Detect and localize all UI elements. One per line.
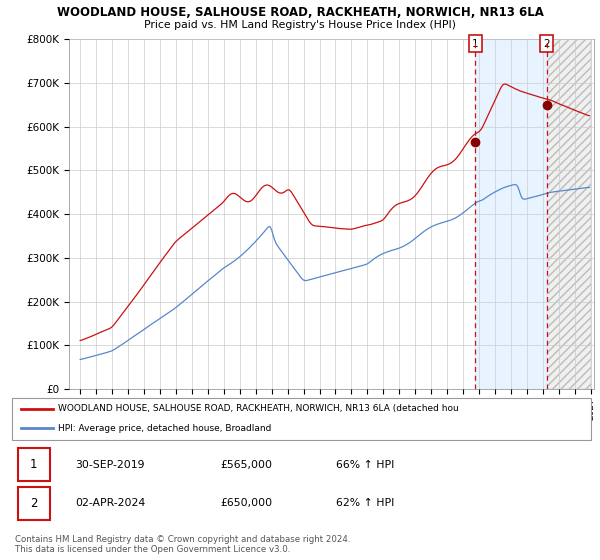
Text: 30-SEP-2019: 30-SEP-2019	[76, 460, 145, 470]
Bar	[475, 39, 547, 389]
Bar	[547, 39, 591, 389]
Text: 1: 1	[472, 39, 478, 49]
Text: WOODLAND HOUSE, SALHOUSE ROAD, RACKHEATH, NORWICH, NR13 6LA (detached hou: WOODLAND HOUSE, SALHOUSE ROAD, RACKHEATH…	[58, 404, 459, 413]
Text: 62% ↑ HPI: 62% ↑ HPI	[336, 498, 395, 508]
Text: WOODLAND HOUSE, SALHOUSE ROAD, RACKHEATH, NORWICH, NR13 6LA: WOODLAND HOUSE, SALHOUSE ROAD, RACKHEATH…	[56, 6, 544, 18]
Text: 1: 1	[30, 459, 37, 472]
FancyBboxPatch shape	[18, 449, 50, 482]
Text: 66% ↑ HPI: 66% ↑ HPI	[336, 460, 395, 470]
FancyBboxPatch shape	[18, 487, 50, 520]
Text: £650,000: £650,000	[220, 498, 272, 508]
Text: 2: 2	[544, 39, 550, 49]
Text: Price paid vs. HM Land Registry's House Price Index (HPI): Price paid vs. HM Land Registry's House …	[144, 20, 456, 30]
Text: £565,000: £565,000	[220, 460, 272, 470]
Text: Contains HM Land Registry data © Crown copyright and database right 2024.
This d: Contains HM Land Registry data © Crown c…	[15, 535, 350, 554]
Text: 2: 2	[30, 497, 37, 510]
Text: HPI: Average price, detached house, Broadland: HPI: Average price, detached house, Broa…	[58, 424, 272, 433]
Text: 02-APR-2024: 02-APR-2024	[76, 498, 146, 508]
